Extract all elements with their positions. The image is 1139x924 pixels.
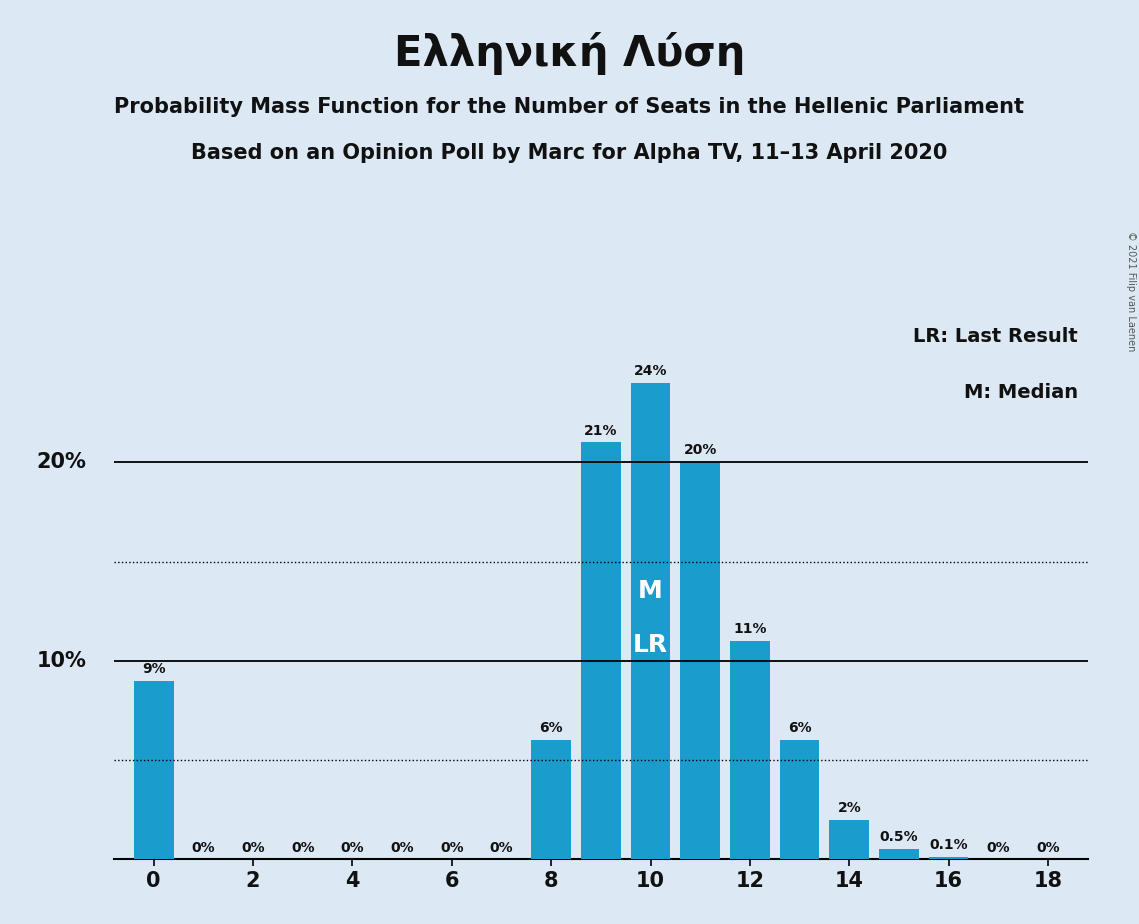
Text: Probability Mass Function for the Number of Seats in the Hellenic Parliament: Probability Mass Function for the Number… (115, 97, 1024, 117)
Text: 0.1%: 0.1% (929, 838, 968, 852)
Text: 10%: 10% (36, 650, 87, 671)
Bar (531, 740, 571, 859)
Text: Based on an Opinion Poll by Marc for Alpha TV, 11–13 April 2020: Based on an Opinion Poll by Marc for Alp… (191, 143, 948, 164)
Text: LR: LR (633, 633, 669, 657)
Text: 9%: 9% (142, 662, 165, 675)
Text: 11%: 11% (734, 622, 767, 636)
Text: 0%: 0% (986, 842, 1010, 856)
Text: © 2021 Filip van Laenen: © 2021 Filip van Laenen (1126, 231, 1136, 351)
Bar (581, 443, 621, 859)
Bar (829, 820, 869, 859)
Bar (680, 462, 720, 859)
Text: 6%: 6% (788, 722, 811, 736)
Text: LR: Last Result: LR: Last Result (913, 327, 1077, 346)
Text: 0%: 0% (341, 842, 364, 856)
Text: Ελληνική Λύση: Ελληνική Λύση (394, 32, 745, 76)
Text: M: Median: M: Median (964, 383, 1077, 402)
Bar (928, 857, 968, 859)
Text: 0%: 0% (241, 842, 265, 856)
Text: 0%: 0% (290, 842, 314, 856)
Text: 6%: 6% (540, 722, 563, 736)
Text: 2%: 2% (837, 801, 861, 815)
Text: 0%: 0% (1036, 842, 1059, 856)
Text: 20%: 20% (683, 444, 716, 457)
Text: 0.5%: 0.5% (879, 831, 918, 845)
Text: 21%: 21% (584, 423, 617, 438)
Bar (879, 849, 919, 859)
Text: 0%: 0% (490, 842, 514, 856)
Text: 24%: 24% (633, 364, 667, 378)
Bar (730, 641, 770, 859)
Text: 20%: 20% (36, 453, 87, 472)
Text: 0%: 0% (191, 842, 215, 856)
Bar (631, 383, 671, 859)
Bar (780, 740, 819, 859)
Text: 0%: 0% (440, 842, 464, 856)
Bar (133, 681, 173, 859)
Text: M: M (638, 579, 663, 603)
Text: 0%: 0% (391, 842, 413, 856)
